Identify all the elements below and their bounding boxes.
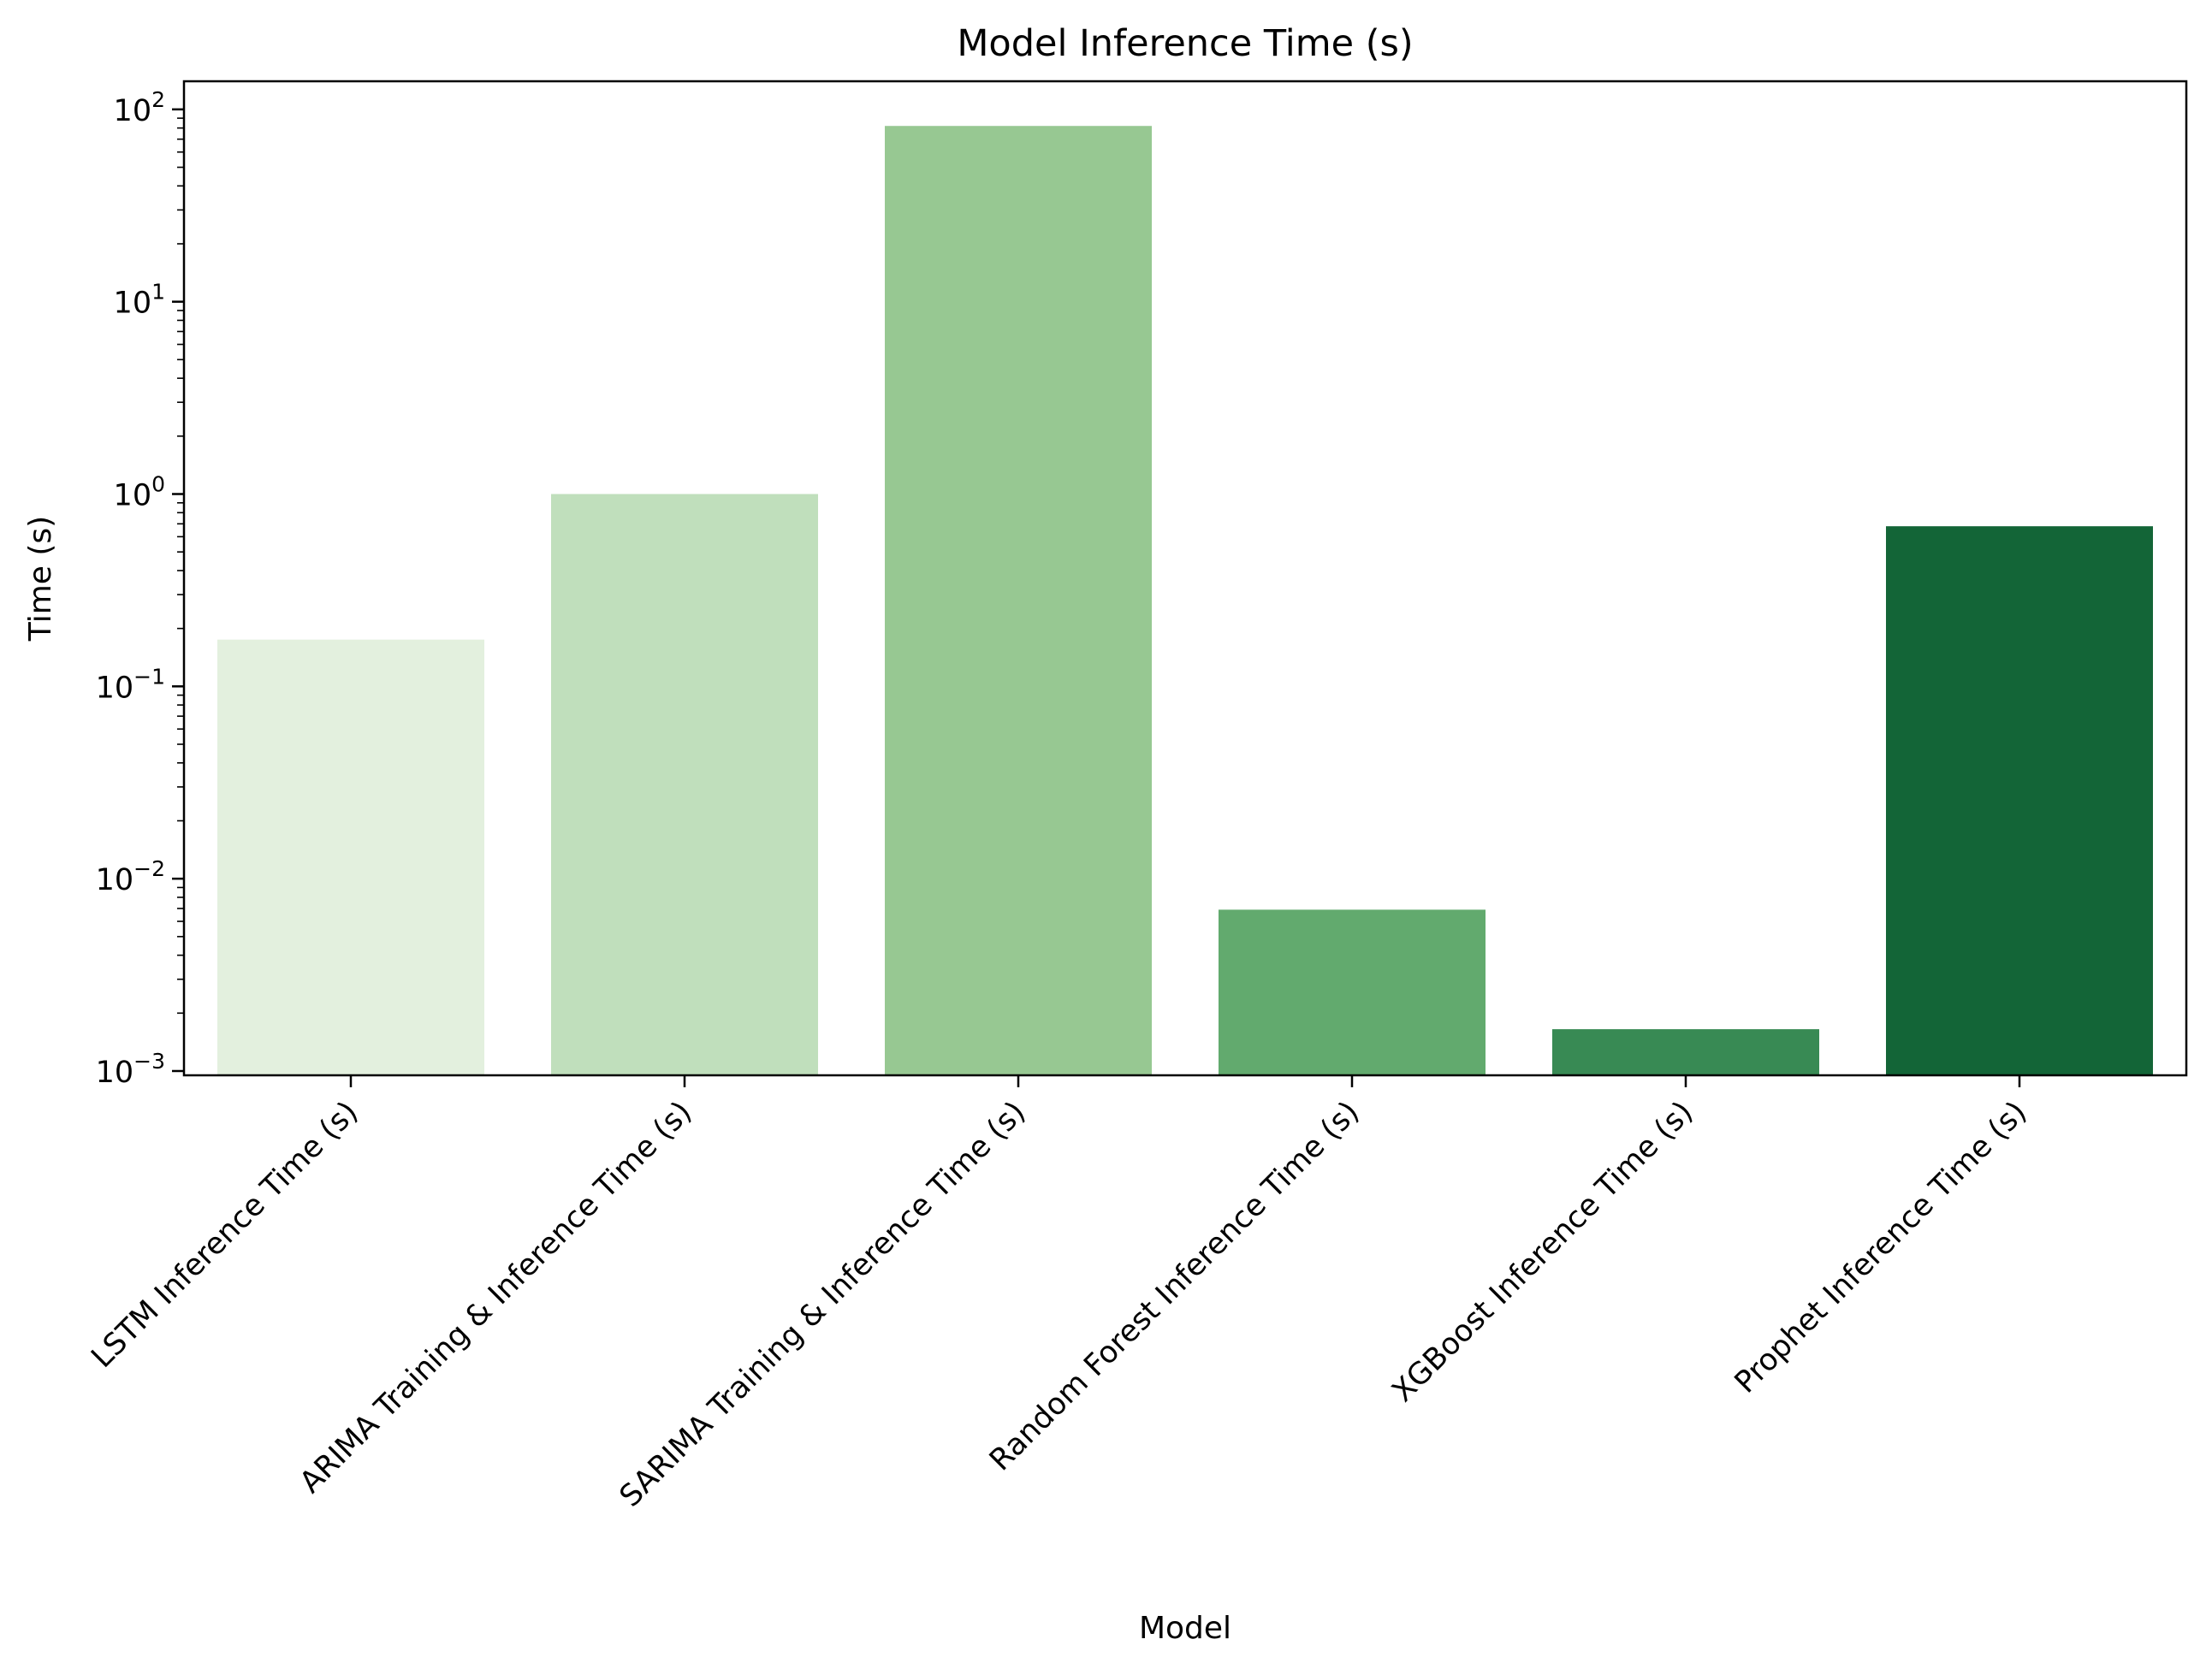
y-tick-label: 100 <box>114 472 165 513</box>
bar-2 <box>885 126 1152 1076</box>
bars-group <box>217 126 2153 1076</box>
plot-frame <box>182 80 2188 1077</box>
y-tick-label: 10−3 <box>96 1049 165 1090</box>
bar-0 <box>217 639 484 1075</box>
y-tick-label: 102 <box>114 87 165 128</box>
y-tick-label: 10−1 <box>96 664 165 705</box>
bar-3 <box>1219 909 1486 1075</box>
y-axis-label: Time (s) <box>23 516 58 642</box>
y-tick-label: 101 <box>114 280 165 321</box>
bar-4 <box>1552 1029 1819 1075</box>
y-axis-ticks: 10−3 10−2 10−1 100 101 102 <box>96 87 184 1090</box>
x-axis-label: Model <box>1139 1611 1231 1646</box>
chart-title: Model Inference Time (s) <box>957 22 1413 65</box>
bar-1 <box>551 494 818 1075</box>
y-tick-label: 10−2 <box>96 856 165 897</box>
bar-5 <box>1886 526 2153 1075</box>
